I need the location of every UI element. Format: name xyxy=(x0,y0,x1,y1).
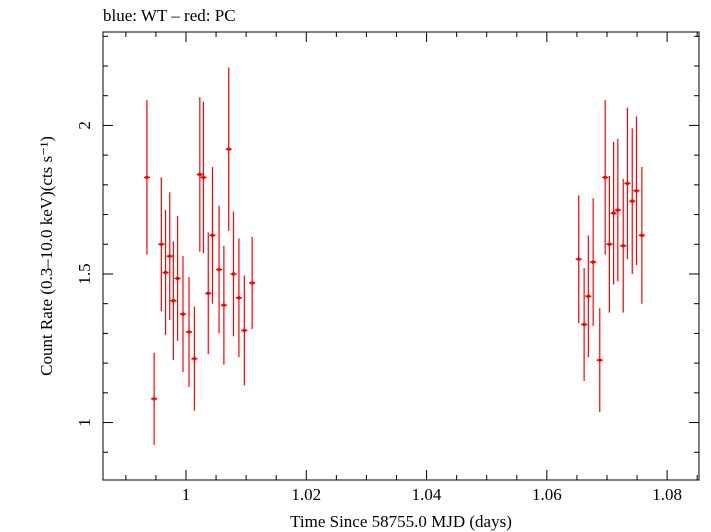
point-marker xyxy=(621,243,626,248)
point-marker xyxy=(634,188,639,193)
data-point xyxy=(143,100,150,255)
axis-tick-labels: 1 1.02 1.04 1.06 1.08 1 1.5 2 xyxy=(75,121,682,504)
x-axis-label: Time Since 58755.0 MJD (days) xyxy=(290,512,512,531)
data-point xyxy=(179,256,186,373)
data-point xyxy=(596,308,603,413)
data-point xyxy=(200,101,207,254)
x-tick-label: 1 xyxy=(182,485,191,504)
point-marker xyxy=(198,172,202,177)
data-point xyxy=(230,211,237,337)
x-tick-label: 1.08 xyxy=(652,485,682,504)
data-point xyxy=(575,195,582,324)
point-marker xyxy=(582,322,586,327)
data-point xyxy=(633,116,640,266)
y-tick-label: 2 xyxy=(75,121,94,130)
point-marker xyxy=(171,298,176,303)
data-point xyxy=(196,97,203,252)
data-point xyxy=(624,107,631,260)
point-marker xyxy=(250,281,254,285)
x-tick-label: 1.06 xyxy=(532,485,562,504)
point-marker xyxy=(181,312,185,316)
data-point xyxy=(162,210,169,335)
point-marker xyxy=(630,199,635,203)
data-point xyxy=(186,276,193,387)
data-point xyxy=(151,352,158,445)
data-point xyxy=(602,100,609,255)
data-point xyxy=(606,175,613,313)
data-point xyxy=(629,128,636,274)
data-point xyxy=(225,67,232,231)
point-marker xyxy=(242,328,247,333)
point-marker xyxy=(167,254,172,258)
point-marker xyxy=(603,175,607,180)
point-marker xyxy=(591,260,595,264)
point-marker xyxy=(640,233,644,238)
point-marker xyxy=(222,303,226,307)
data-point xyxy=(216,205,223,334)
data-points xyxy=(143,67,645,445)
y-axis-label: Count Rate (0.3–10.0 keV)(cts s⁻¹) xyxy=(37,136,56,376)
chart-title: blue: WT – red: PC xyxy=(103,6,236,25)
data-point xyxy=(614,138,621,282)
point-marker xyxy=(237,295,241,300)
point-marker xyxy=(226,147,231,151)
point-marker xyxy=(192,356,197,361)
data-point xyxy=(610,141,617,285)
data-point xyxy=(235,238,242,358)
y-tick-label: 1 xyxy=(75,418,94,427)
point-marker xyxy=(231,272,236,276)
data-point xyxy=(638,167,645,304)
data-point xyxy=(585,235,592,358)
data-point xyxy=(241,275,248,386)
y-tick-label: 1.5 xyxy=(75,263,94,284)
data-point xyxy=(158,177,165,312)
data-point xyxy=(205,232,212,355)
data-point xyxy=(191,306,198,411)
axis-ticks xyxy=(103,32,699,480)
point-marker xyxy=(576,257,581,261)
data-point xyxy=(590,198,597,326)
point-marker xyxy=(187,330,191,334)
point-marker xyxy=(159,242,164,247)
plot-frame xyxy=(102,31,700,481)
data-point xyxy=(209,167,216,304)
data-point xyxy=(174,216,181,341)
data-point xyxy=(249,236,256,329)
point-marker xyxy=(206,291,211,296)
point-marker xyxy=(625,181,630,186)
point-marker xyxy=(217,267,221,272)
data-point xyxy=(581,268,588,381)
data-point xyxy=(220,245,227,365)
data-point xyxy=(620,178,627,313)
point-marker xyxy=(607,242,612,247)
point-marker xyxy=(616,208,620,212)
x-tick-label: 1.04 xyxy=(412,485,442,504)
point-marker xyxy=(201,175,206,180)
point-marker xyxy=(586,294,591,299)
point-marker xyxy=(163,270,168,275)
point-marker xyxy=(152,396,156,401)
point-marker xyxy=(175,276,180,281)
data-point xyxy=(170,241,177,361)
point-marker xyxy=(145,175,149,180)
point-marker xyxy=(611,211,616,215)
data-point xyxy=(166,192,173,321)
point-marker xyxy=(597,358,602,362)
x-tick-label: 1.02 xyxy=(291,485,321,504)
point-marker xyxy=(210,233,215,238)
